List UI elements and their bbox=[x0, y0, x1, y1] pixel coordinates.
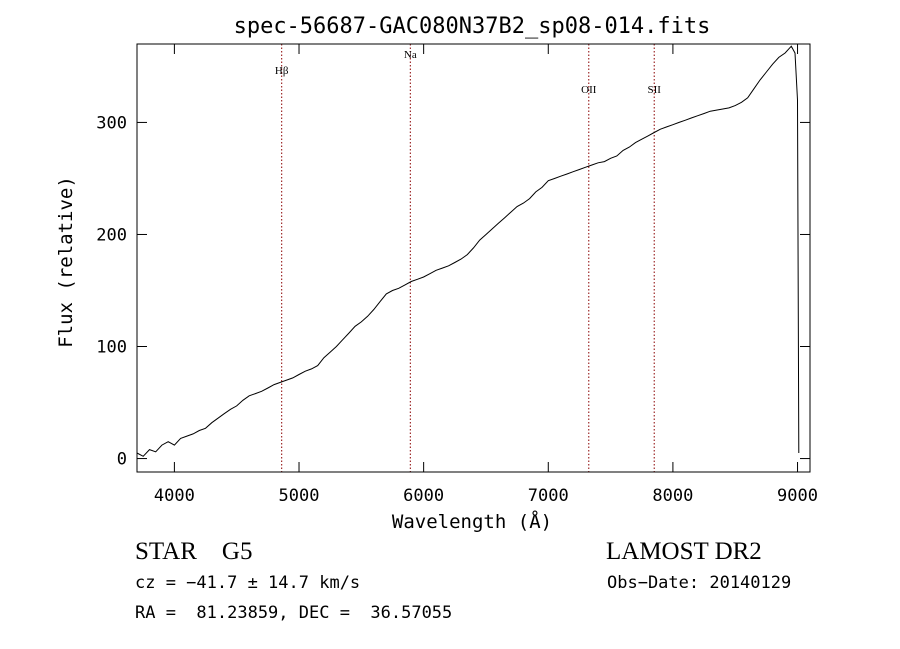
marker-label: SII bbox=[647, 84, 661, 96]
marker-label: OII bbox=[581, 84, 597, 96]
redshift-cz: cz = −41.7 ± 14.7 km/s bbox=[135, 573, 361, 593]
y-tick-label: 100 bbox=[96, 338, 127, 358]
plot-frame bbox=[136, 43, 811, 473]
x-tick-label: 7000 bbox=[528, 486, 569, 506]
observation-date: Obs−Date: 20140129 bbox=[607, 573, 792, 593]
x-axis: 4000 5000 6000 7000 8000 9000 bbox=[154, 44, 818, 506]
marker-label: Na bbox=[404, 49, 417, 61]
x-tick-label: 4000 bbox=[154, 486, 195, 506]
object-class: STAR G5 bbox=[135, 538, 253, 565]
y-axis-label: Flux (relative) bbox=[55, 176, 77, 348]
chart-title: spec-56687-GAC080N37B2_sp08-014.fits bbox=[234, 14, 711, 39]
marker-label: Hβ bbox=[275, 65, 289, 77]
spectral-line-markers: Hβ Na OII SII bbox=[275, 44, 661, 472]
x-tick-label: 9000 bbox=[777, 486, 818, 506]
x-tick-label: 5000 bbox=[279, 486, 320, 506]
x-tick-label: 8000 bbox=[652, 486, 693, 506]
x-tick-label: 6000 bbox=[403, 486, 444, 506]
y-axis: 0 100 200 300 bbox=[96, 113, 810, 470]
spectrum-line bbox=[136, 45, 800, 457]
y-tick-label: 300 bbox=[96, 113, 127, 133]
y-tick-label: 0 bbox=[117, 450, 127, 470]
y-tick-label: 200 bbox=[96, 225, 127, 245]
survey-name: LAMOST DR2 bbox=[606, 538, 762, 565]
x-axis-label: Wavelength (Å) bbox=[392, 510, 552, 533]
ra-dec: RA = 81.23859, DEC = 36.57055 bbox=[135, 603, 453, 623]
